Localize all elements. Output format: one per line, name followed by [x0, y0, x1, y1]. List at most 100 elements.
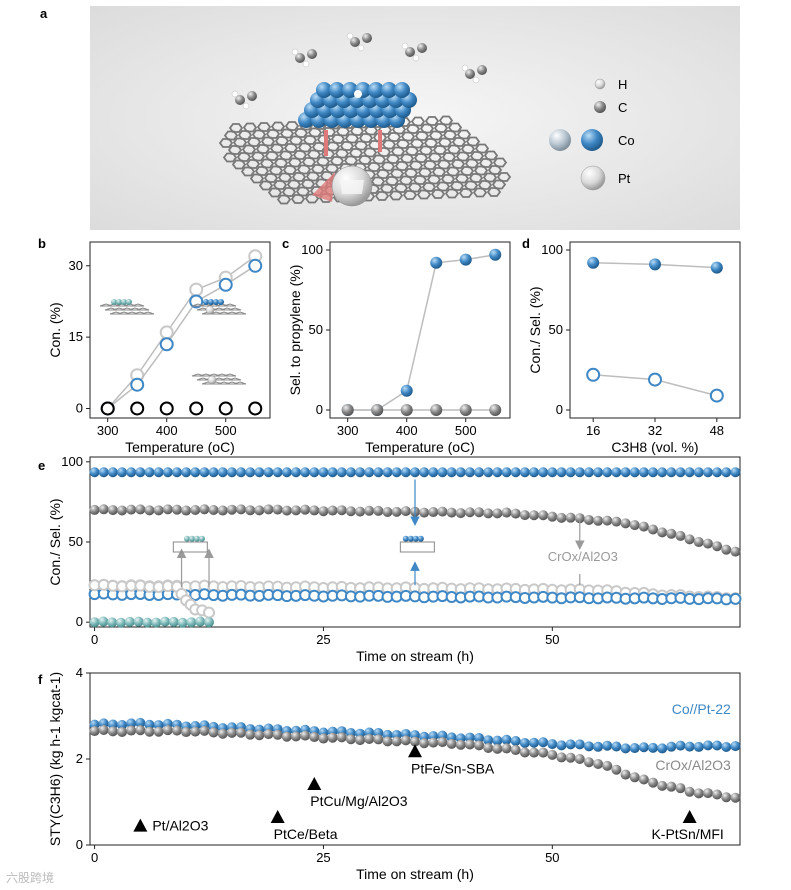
- y-tick-label: 30: [69, 258, 83, 273]
- h-atom: [354, 90, 362, 98]
- series-line: [107, 255, 256, 409]
- data-point: [419, 467, 430, 478]
- data-point: [336, 732, 347, 743]
- graphene-ring: [334, 148, 350, 159]
- inset-lattice: [199, 303, 213, 307]
- x-axis-label: C3H8 (vol. %): [611, 439, 698, 455]
- data-point: [474, 467, 485, 478]
- inset-lattice: [212, 307, 226, 311]
- data-point: [355, 506, 366, 517]
- data-point: [98, 467, 109, 478]
- data-point: [126, 467, 137, 478]
- c-atom: [247, 91, 257, 101]
- graphene-ring: [246, 137, 262, 147]
- graphene-ring: [418, 145, 434, 156]
- graphene-ring: [255, 144, 271, 154]
- panel-c-letter: c: [282, 236, 289, 251]
- data-point: [168, 616, 179, 627]
- graphene-ring: [399, 153, 415, 164]
- co-light-atom-icon: [549, 129, 571, 151]
- data-point: [638, 467, 649, 478]
- c-atom: [295, 53, 305, 63]
- y-tick-label: 2: [76, 751, 83, 766]
- propane-molecules: [231, 32, 487, 110]
- graphene-ring: [335, 126, 351, 137]
- graphene-ring: [268, 165, 284, 176]
- graphene-ring: [256, 122, 272, 132]
- data-point: [364, 505, 375, 516]
- data-point: [171, 467, 182, 478]
- inset-lattice: [399, 541, 435, 553]
- co-atom-icon: [581, 129, 603, 151]
- data-point: [675, 467, 686, 478]
- legend-h-label: H: [618, 77, 627, 92]
- graphene-ring: [251, 129, 267, 140]
- data-point: [153, 505, 164, 516]
- data-point: [459, 253, 472, 266]
- inset-lattice: [220, 377, 234, 381]
- x-tick-label: 16: [586, 423, 600, 438]
- graphene-ring: [343, 155, 359, 166]
- data-point: [437, 467, 448, 478]
- graphene-ring: [222, 152, 238, 163]
- data-point: [629, 772, 640, 783]
- data-point: [217, 505, 228, 516]
- graphene-ring: [460, 144, 476, 154]
- inset-lattice: [196, 377, 210, 381]
- graphene-ring: [348, 148, 364, 158]
- data-point: [556, 752, 567, 763]
- data-point: [538, 747, 549, 758]
- graphene-ring: [267, 187, 283, 198]
- h-atom: [461, 64, 469, 72]
- data-point: [236, 727, 247, 738]
- graphene-ring: [389, 168, 405, 179]
- data-point: [702, 740, 713, 751]
- data-point: [327, 505, 338, 516]
- y-axis-label: Con. (%): [47, 302, 63, 357]
- data-point: [638, 774, 649, 785]
- data-point: [208, 504, 219, 515]
- graphene-ring: [339, 141, 355, 151]
- data-point: [648, 467, 659, 478]
- inset-cluster-atom: [126, 299, 132, 305]
- graphene-ring: [329, 156, 345, 166]
- data-point: [135, 717, 146, 728]
- data-point: [492, 735, 503, 746]
- data-point: [492, 743, 503, 754]
- data-point: [135, 725, 146, 736]
- graphene-ring: [390, 146, 406, 157]
- panel-f: f 0 25 50 0 2 4 Time on stream (h) STY(C3H6) (k…: [38, 665, 741, 882]
- graphene-ring: [245, 159, 261, 169]
- data-point: [675, 783, 686, 794]
- graphene-ring: [395, 139, 411, 149]
- inset-cluster-atom: [402, 535, 409, 542]
- data-point: [135, 504, 146, 515]
- data-point: [709, 388, 724, 403]
- data-point: [446, 507, 457, 518]
- graphene-ring: [277, 172, 293, 183]
- data-point: [529, 747, 540, 758]
- data-point: [556, 740, 567, 751]
- h-atom: [412, 54, 420, 62]
- graphene-ring: [295, 186, 311, 197]
- h-atom: [357, 44, 365, 52]
- data-point: [657, 780, 668, 791]
- data-point: [483, 508, 494, 519]
- data-point: [382, 507, 393, 518]
- x-axis-label: Time on stream (h): [356, 648, 474, 664]
- reference-marker: [270, 810, 285, 824]
- inset-cluster-atom: [407, 535, 414, 542]
- graphene-ring: [306, 149, 322, 160]
- crox-annotation: CrOx/Al2O3: [548, 549, 618, 564]
- graphene-ring: [465, 136, 481, 147]
- data-point: [501, 743, 512, 754]
- data-point: [574, 753, 585, 764]
- reference-label: Pt/Al2O3: [152, 818, 208, 834]
- data-point: [611, 467, 622, 478]
- data-point: [208, 467, 219, 478]
- data-point: [345, 506, 356, 517]
- graphene-ring: [265, 129, 281, 139]
- data-point: [648, 372, 662, 387]
- inset-cluster-atom: [203, 299, 209, 305]
- data-point: [107, 505, 118, 516]
